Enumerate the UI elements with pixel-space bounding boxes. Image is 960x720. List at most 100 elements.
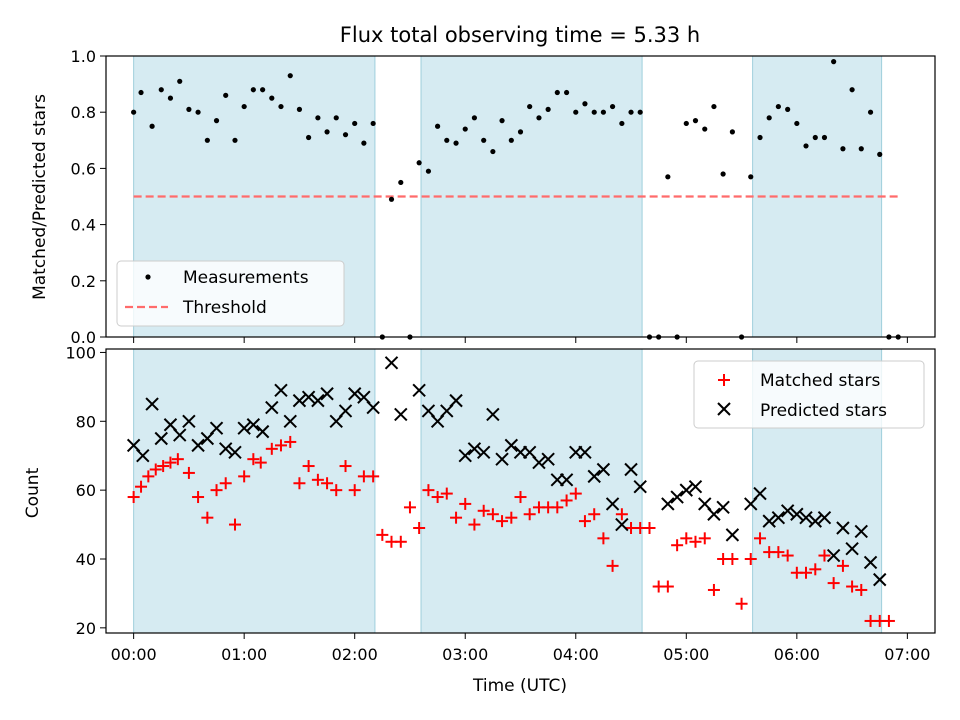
x-tick-label: 06:00 <box>774 645 820 664</box>
matched-star-point <box>157 460 170 473</box>
measurement-point <box>333 115 339 121</box>
measurement-point <box>315 115 321 121</box>
matched-star-point <box>247 453 260 466</box>
measurement-point <box>748 174 754 180</box>
bottom-shaded-intervals <box>133 348 883 634</box>
matched-star-point <box>201 511 214 524</box>
matched-star-point <box>367 470 380 483</box>
predicted-star-point <box>467 442 482 456</box>
bottom-legend-box <box>693 360 925 429</box>
y-tick-label: 0.6 <box>71 159 96 178</box>
matched-star-point <box>293 477 306 490</box>
measurement-point <box>250 87 256 93</box>
matched-star-point <box>486 508 499 521</box>
predicted-star-point <box>624 462 638 477</box>
measurement-point <box>260 87 266 93</box>
measurement-point <box>609 103 616 110</box>
predicted-star-point <box>173 428 187 442</box>
predicted-star-point <box>753 486 767 501</box>
figure-title: Flux total observing time = 5.33 h <box>340 23 700 47</box>
matched-star-point <box>523 508 536 521</box>
predicted-star-point <box>458 449 472 463</box>
matched-star-point <box>754 532 767 545</box>
measurement-point <box>223 92 229 98</box>
measurement-point <box>775 103 781 110</box>
predicted-star-point <box>845 541 859 556</box>
x-tick-label: 05:00 <box>663 645 709 664</box>
predicted-star-point <box>559 473 574 487</box>
measurement-point <box>821 134 828 141</box>
matched-star-point <box>127 491 140 504</box>
measurement-point <box>711 103 717 110</box>
matched-star-point <box>403 501 416 514</box>
matched-star-point <box>578 515 591 528</box>
top-legend: Measurements Threshold <box>116 260 345 327</box>
predicted-star-point <box>255 424 270 439</box>
predicted-star-point <box>762 514 776 528</box>
legend-threshold-label: Threshold <box>182 298 267 318</box>
shaded-interval <box>420 348 643 634</box>
predicted-star-point <box>679 483 694 497</box>
y-tick-label: 0.4 <box>71 216 96 235</box>
predicted-star-point <box>541 452 555 466</box>
matched-star-point <box>413 522 426 535</box>
measurement-point <box>370 120 376 127</box>
measurements-points <box>131 59 901 340</box>
legend-predicted-marker <box>717 402 731 416</box>
measurement-point <box>177 78 183 84</box>
matched-star-point <box>265 442 278 455</box>
predicted-star-point <box>790 507 804 521</box>
count-points <box>126 356 895 627</box>
predicted-star-point <box>615 517 629 532</box>
matched-star-point <box>772 546 785 559</box>
bottom-axes-frame <box>105 348 936 634</box>
legend-measurements-label: Measurements <box>183 268 309 288</box>
measurement-point <box>803 143 809 149</box>
matched-star-point <box>254 456 267 469</box>
x-tick-label: 00:00 <box>111 645 157 664</box>
predicted-star-point <box>283 414 297 428</box>
y-tick-label: 1.0 <box>71 47 96 66</box>
measurement-point <box>306 134 312 141</box>
measurement-point <box>425 168 432 174</box>
matched-star-point <box>615 508 628 521</box>
predicted-star-point <box>154 431 168 446</box>
legend-matched-label: Matched stars <box>760 371 880 391</box>
predicted-star-point <box>366 400 380 415</box>
measurement-point <box>665 174 671 180</box>
measurement-point <box>471 115 478 121</box>
predicted-star-point <box>338 404 353 418</box>
measurement-point <box>840 146 846 152</box>
predicted-star-point <box>587 469 601 484</box>
predicted-star-point <box>863 555 878 570</box>
y-tick-label: 0.2 <box>71 272 96 291</box>
matched-star-point <box>818 549 831 562</box>
predicted-star-point <box>780 504 795 518</box>
top-axes-frame <box>105 55 936 338</box>
matched-star-point <box>698 532 711 545</box>
x-tick-label: 03:00 <box>442 645 488 664</box>
matched-star-point <box>836 559 849 572</box>
predicted-star-point <box>836 521 850 535</box>
measurement-point <box>849 87 855 93</box>
matched-star-point <box>827 577 840 590</box>
matched-star-point <box>514 491 527 504</box>
matched-star-point <box>560 494 573 507</box>
matched-star-point <box>671 539 684 552</box>
matched-star-point <box>468 518 481 531</box>
predicted-star-point <box>384 356 399 370</box>
measurement-point <box>287 73 293 79</box>
bottom-panel: 20 40 60 80 100 00:00 01:00 02:00 03:00 04:00 05:0… <box>23 343 936 696</box>
top-axis-ticks: 0.0 0.2 0.4 0.6 0.8 1.0 <box>71 47 908 347</box>
matched-star-point <box>171 453 184 466</box>
measurement-point <box>527 103 533 110</box>
matched-star-point <box>440 487 453 500</box>
measurement-point <box>398 179 404 186</box>
predicted-star-point <box>486 407 500 422</box>
measurement-point <box>444 137 450 143</box>
matched-star-point <box>284 435 297 448</box>
predicted-star-point <box>725 528 740 542</box>
measurement-point <box>388 196 395 202</box>
measurement-point <box>490 148 496 155</box>
matched-star-point <box>781 549 794 562</box>
